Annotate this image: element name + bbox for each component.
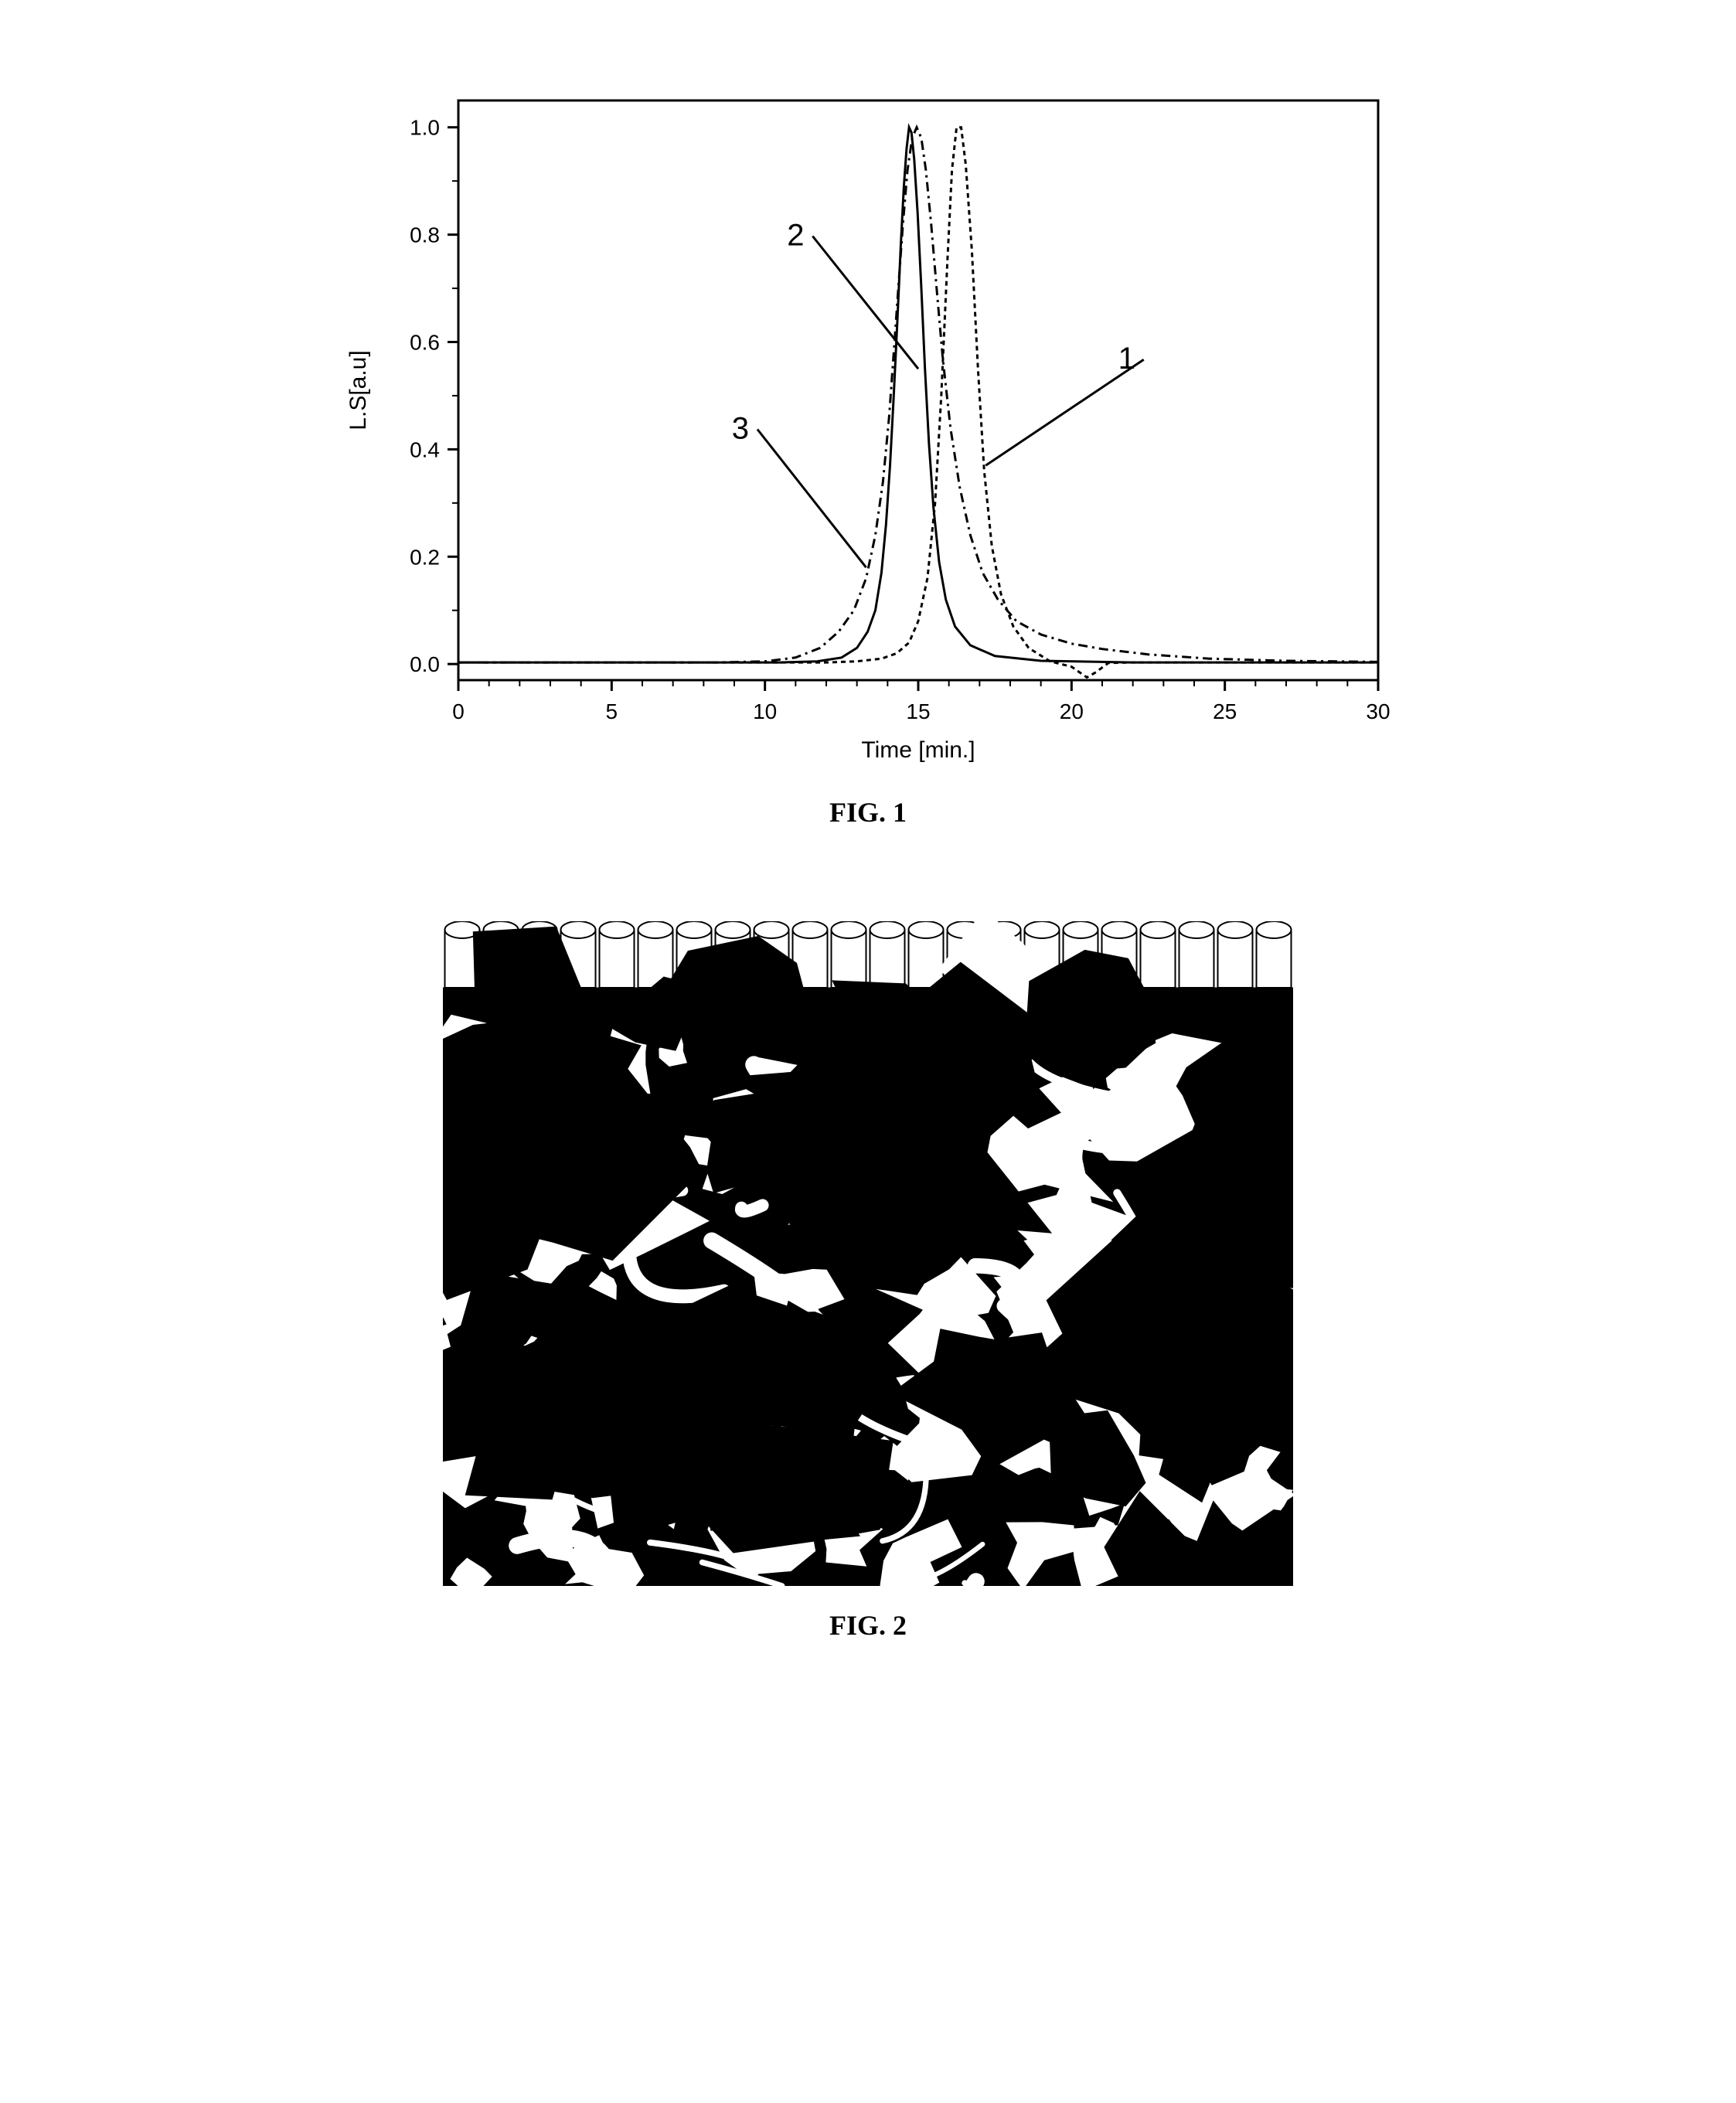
svg-text:0: 0 [452,699,465,723]
svg-text:0.6: 0.6 [410,331,440,355]
annotation-2: 2 [787,219,804,253]
svg-text:L.S[a.u]: L.S[a.u] [345,350,371,430]
svg-text:25: 25 [1213,699,1237,723]
fig2-svg [443,921,1293,1586]
svg-text:10: 10 [753,699,777,723]
svg-text:20: 20 [1060,699,1084,723]
svg-text:0.2: 0.2 [410,545,440,569]
svg-text:0.8: 0.8 [410,223,440,247]
svg-text:Time [min.]: Time [min.] [861,737,975,763]
fig2-diagram [443,921,1293,1586]
figure-1: 0 5 10 15 20 25 30 0.0 0.2 0.4 0.6 0.8 1.0 Time [min.… [232,77,1504,829]
fig2-caption: FIG. 2 [829,1609,907,1642]
svg-text:15: 15 [906,699,930,723]
fig1-svg: 0 5 10 15 20 25 30 0.0 0.2 0.4 0.6 0.8 1.0 Time [min.… [327,77,1409,773]
svg-text:0.4: 0.4 [410,437,440,461]
figure-2: FIG. 2 [232,921,1504,1642]
svg-text:0.0: 0.0 [410,652,440,676]
annotation-1: 1 [1118,342,1135,376]
svg-text:30: 30 [1366,699,1390,723]
fig1-chart: 0 5 10 15 20 25 30 0.0 0.2 0.4 0.6 0.8 1.0 Time [min.… [327,77,1409,773]
series-curve3 [458,128,1378,662]
annotation-3: 3 [732,412,749,446]
svg-text:5: 5 [606,699,618,723]
fig1-caption: FIG. 1 [829,796,907,829]
svg-text:1.0: 1.0 [410,116,440,140]
